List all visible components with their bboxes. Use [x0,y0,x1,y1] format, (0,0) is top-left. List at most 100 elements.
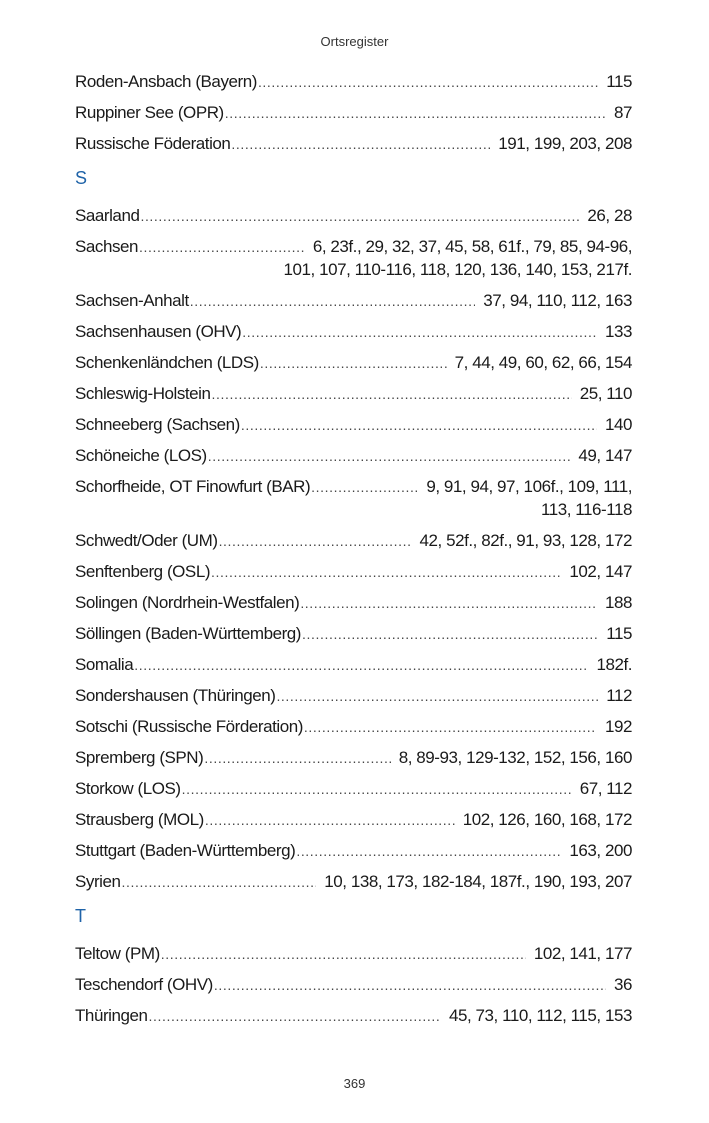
page-references: 36 [613,975,632,994]
page-references: 115 [606,624,632,643]
index-entry: Schenkenländchen (LDS)..................… [75,351,632,374]
dot-leader: ........................................… [303,719,597,735]
place-name: Stuttgart (Baden-Württemberg) [75,841,296,860]
index-entry: Saarland................................… [75,204,632,227]
index-entry: Senftenberg (OSL).......................… [75,560,632,583]
index-entry: Schwedt/Oder (UM).......................… [75,529,632,552]
dot-leader: ........................................… [204,812,455,828]
page-references: 102, 141, 177 [533,944,633,963]
index-entry: Söllingen (Baden-Württemberg)...........… [75,622,632,645]
place-name: Sachsen [75,237,139,256]
page-references-continued: 101, 107, 110-116, 118, 120, 136, 140, 1… [283,260,633,279]
index-entry: Thüringen...............................… [75,1004,632,1027]
place-name: Teschendorf (OHV) [75,975,213,994]
page-references: 49, 147 [578,446,632,465]
dot-leader: ........................................… [300,595,597,611]
running-head: Ortsregister [320,34,389,49]
page-references: 7, 44, 49, 60, 62, 66, 154 [454,353,633,372]
index-entry: Schleswig-Holstein......................… [75,382,632,405]
place-name: Sachsenhausen (OHV) [75,322,242,341]
page-references: 6, 23f., 29, 32, 37, 45, 58, 61f., 79, 8… [312,237,633,256]
page-references: 191, 199, 203, 208 [498,134,632,153]
page-references: 140 [604,415,632,434]
dot-leader: ........................................… [240,417,597,433]
dot-leader: ........................................… [224,105,606,121]
dot-leader: ........................................… [189,293,476,309]
section-letter: S [75,168,87,188]
index-entry: Sondershausen (Thüringen)...............… [75,684,632,707]
page-references: 115 [606,72,632,91]
page-number: 369 [343,1076,366,1091]
index-entry: Sachsen-Anhalt..........................… [75,289,632,312]
place-name: Söllingen (Baden-Württemberg) [75,624,302,643]
place-name: Schöneiche (LOS) [75,446,207,465]
place-name: Thüringen [75,1006,148,1025]
index-entry: Somalia.................................… [75,653,632,676]
place-name: Schleswig-Holstein [75,384,211,403]
place-name: Teltow (PM) [75,944,160,963]
dot-leader: ........................................… [140,208,580,224]
dot-leader: ........................................… [242,324,597,340]
index-entry: Storkow (LOS)...........................… [75,777,632,800]
dot-leader: ........................................… [311,479,419,495]
index-entry: Sachsen.................................… [75,235,632,281]
place-name: Sotschi (Russische Förderation) [75,717,303,736]
dot-leader: ........................................… [207,448,571,464]
dot-leader: ........................................… [134,657,588,673]
section-letter: T [75,906,86,926]
dot-leader: ........................................… [257,74,598,90]
index-entry: Sachsenhausen (OHV).....................… [75,320,632,343]
page-references: 182f. [596,655,632,674]
index-entry: Teschendorf (OHV).......................… [75,973,632,996]
dot-leader: ........................................… [211,564,562,580]
page-references: 188 [604,593,632,612]
page-references: 26, 28 [587,206,632,225]
page-references: 9, 91, 94, 97, 106f., 109, 111, [426,477,632,496]
place-name: Schwedt/Oder (UM) [75,531,218,550]
page-references: 163, 200 [569,841,632,860]
page-references: 102, 126, 160, 168, 172 [462,810,633,829]
place-name: Schorfheide, OT Finowfurt (BAR) [75,477,311,496]
place-name: Somalia [75,655,134,674]
index-entry: Solingen (Nordrhein-Westfalen)..........… [75,591,632,614]
index-entry: Stuttgart (Baden-Württemberg)...........… [75,839,632,862]
index-entry: Syrien..................................… [75,870,632,893]
dot-leader: ........................................… [259,355,447,371]
page-references: 133 [604,322,632,341]
page-references: 8, 89-93, 129-132, 152, 156, 160 [398,748,633,767]
index-entry: Ruppiner See (OPR)......................… [75,101,632,124]
index-entry: Schneeberg (Sachsen)....................… [75,413,632,436]
dot-leader: ........................................… [302,626,599,642]
place-name: Roden-Ansbach (Bayern) [75,72,257,91]
index-entry: Spremberg (SPN).........................… [75,746,632,769]
place-name: Ruppiner See (OPR) [75,103,224,122]
page-references: 45, 73, 110, 112, 115, 153 [448,1006,632,1025]
index-entry: Sotschi (Russische Förderation).........… [75,715,632,738]
dot-leader: ........................................… [276,688,598,704]
dot-leader: ........................................… [218,533,412,549]
dot-leader: ........................................… [231,136,490,152]
dot-leader: ........................................… [148,1008,441,1024]
page-references: 42, 52f., 82f., 91, 93, 128, 172 [419,531,633,550]
page-references: 25, 110 [579,384,633,403]
dot-leader: ........................................… [211,386,572,402]
index-entry: Roden-Ansbach (Bayern)..................… [75,70,632,93]
place-name: Schneeberg (Sachsen) [75,415,240,434]
dot-leader: ........................................… [181,781,572,797]
page-references: 10, 138, 173, 182-184, 187f., 190, 193, … [324,872,632,891]
place-name: Sachsen-Anhalt [75,291,189,310]
dot-leader: ........................................… [213,977,606,993]
index-entry: Schöneiche (LOS)........................… [75,444,632,467]
index-entry: Strausberg (MOL)........................… [75,808,632,831]
place-name: Strausberg (MOL) [75,810,204,829]
place-name: Solingen (Nordrhein-Westfalen) [75,593,300,612]
place-name: Saarland [75,206,140,225]
place-name: Senftenberg (OSL) [75,562,211,581]
place-name: Spremberg (SPN) [75,748,204,767]
place-name: Sondershausen (Thüringen) [75,686,276,705]
place-name: Storkow (LOS) [75,779,181,798]
dot-leader: ........................................… [121,874,317,890]
page-references: 112 [606,686,632,705]
place-name: Syrien [75,872,121,891]
dot-leader: ........................................… [204,750,390,766]
